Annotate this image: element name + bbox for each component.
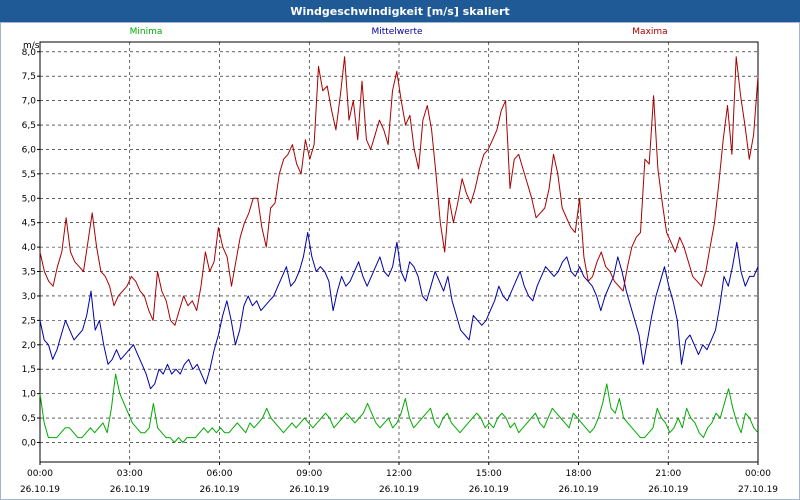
series-line-maxima <box>39 56 759 326</box>
window-title-bar: Windgeschwindigkeit [m/s] skaliert <box>0 0 800 22</box>
y-tick-label: 7,5 <box>22 72 36 82</box>
y-tick-label: 0,0 <box>22 438 37 448</box>
x-axis-ticks: 00:00 26.10.19 03:00 26.10.19 06:00 26.10.19 0… <box>20 462 778 495</box>
x-tick-time-label: 15:00 <box>476 469 502 479</box>
y-tick-label: 7,0 <box>22 97 37 107</box>
y-tick-label: 3,0 <box>22 292 37 302</box>
series-lines <box>39 56 759 443</box>
legend-minima: Minima <box>130 27 163 37</box>
x-tick-time-label: 09:00 <box>296 469 322 479</box>
x-tick-time-label: 06:00 <box>207 469 233 479</box>
x-tick-date-label: 26.10.19 <box>110 485 150 495</box>
series-line-mittelwerte <box>39 232 759 390</box>
x-tick-date-label: 26.10.19 <box>199 485 239 495</box>
y-tick-label: 1,0 <box>22 390 37 400</box>
y-tick-label: 4,5 <box>22 219 36 229</box>
y-tick-label: 6,0 <box>22 145 37 155</box>
y-tick-label: 3,5 <box>22 268 36 278</box>
x-tick-date-label: 26.10.19 <box>20 485 60 495</box>
window-title: Windgeschwindigkeit [m/s] skaliert <box>290 4 510 18</box>
y-tick-label: 4,0 <box>22 243 37 253</box>
x-tick-time-label: 00:00 <box>27 469 53 479</box>
grid-lines <box>40 42 758 462</box>
x-tick-date-label: 26.10.19 <box>558 485 598 495</box>
x-tick-time-label: 00:00 <box>745 469 771 479</box>
y-tick-label: 1,5 <box>22 365 36 375</box>
x-tick-date-label: 27.10.19 <box>738 485 778 495</box>
legend-mittelwerte: Mittelwerte <box>371 27 422 37</box>
y-axis-unit-label: m/s <box>23 41 40 51</box>
x-tick-date-label: 26.10.19 <box>289 485 329 495</box>
legend-maxima: Maxima <box>632 27 667 37</box>
x-tick-date-label: 26.10.19 <box>469 485 509 495</box>
y-tick-label: 0,5 <box>22 414 36 424</box>
x-tick-time-label: 21:00 <box>655 469 681 479</box>
x-tick-time-label: 12:00 <box>386 469 412 479</box>
y-tick-label: 8,0 <box>22 48 37 58</box>
y-tick-label: 2,5 <box>22 316 36 326</box>
series-line-minima <box>39 373 759 443</box>
y-axis-ticks: 0,0 0,5 1,0 1,5 2,0 2,5 3,0 3,5 4,0 4,5 5,0 5,5 6,0 6… <box>22 48 40 448</box>
x-tick-time-label: 18:00 <box>566 469 592 479</box>
y-tick-label: 5,5 <box>22 170 36 180</box>
x-tick-time-label: 03:00 <box>117 469 143 479</box>
x-tick-date-label: 26.10.19 <box>648 485 688 495</box>
x-tick-date-label: 26.10.19 <box>379 485 419 495</box>
y-tick-label: 2,0 <box>22 341 37 351</box>
y-tick-label: 6,5 <box>22 121 36 131</box>
y-tick-label: 5,0 <box>22 194 37 204</box>
